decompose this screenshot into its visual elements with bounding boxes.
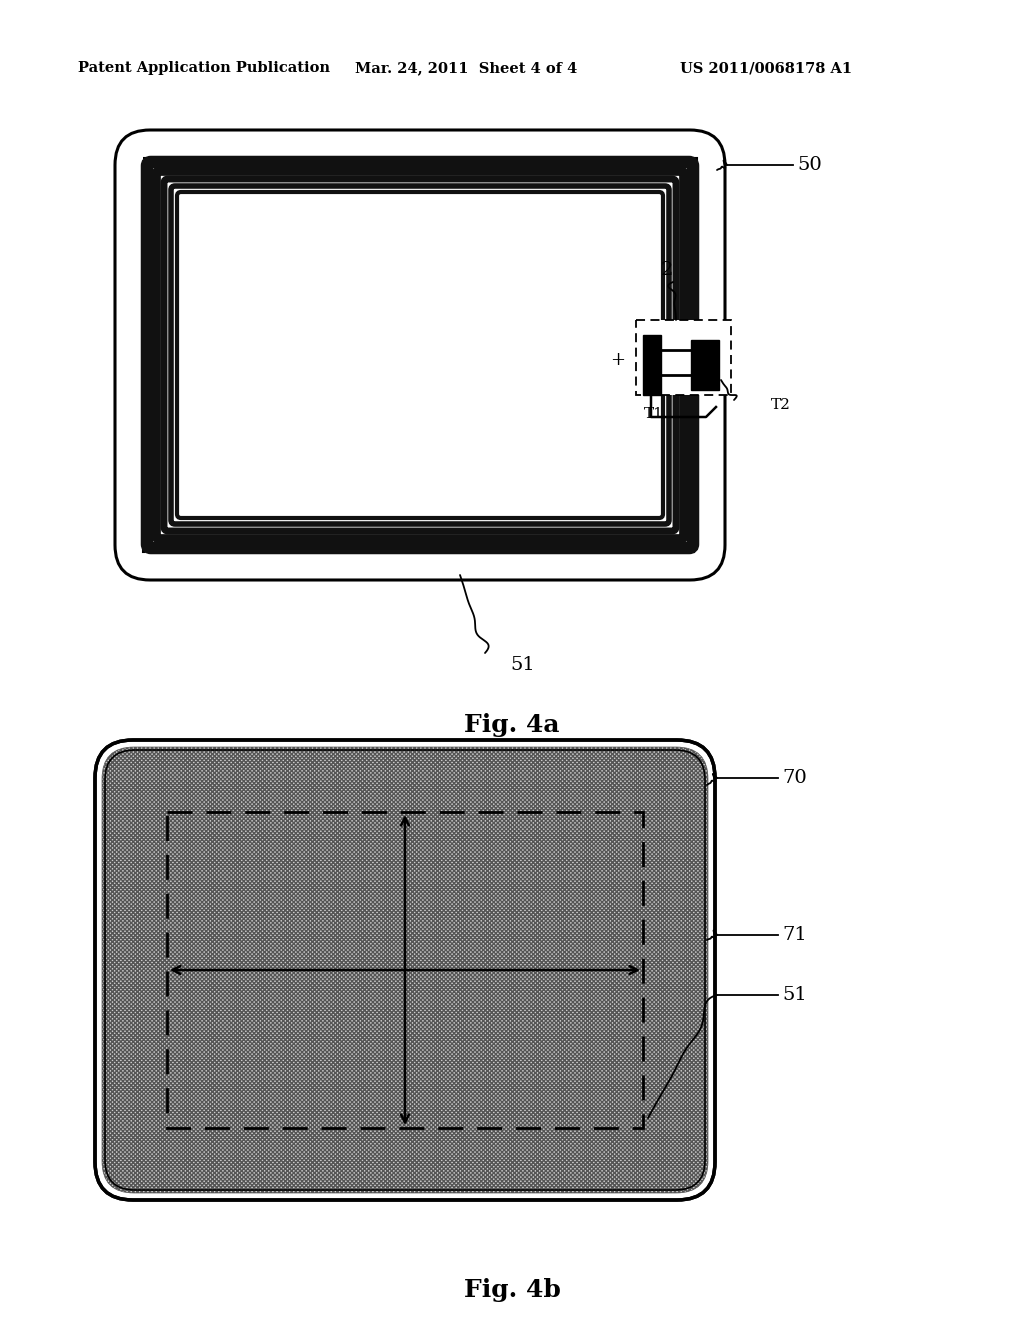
- Text: Fig. 4a: Fig. 4a: [464, 713, 560, 737]
- Bar: [691, 341, 719, 389]
- Bar: [643, 335, 662, 395]
- Text: Patent Application Publication: Patent Application Publication: [78, 61, 330, 75]
- Text: Fig. 4b: Fig. 4b: [464, 1278, 560, 1302]
- Text: US 2011/0068178 A1: US 2011/0068178 A1: [680, 61, 852, 75]
- Text: +: +: [610, 351, 626, 370]
- Text: 70: 70: [782, 770, 807, 787]
- Bar: [143, 158, 697, 552]
- Text: 2: 2: [662, 261, 674, 279]
- Text: 50: 50: [797, 156, 821, 174]
- Text: Mar. 24, 2011  Sheet 4 of 4: Mar. 24, 2011 Sheet 4 of 4: [355, 61, 578, 75]
- Text: 51: 51: [782, 986, 807, 1005]
- Text: T2: T2: [771, 399, 791, 412]
- FancyBboxPatch shape: [95, 741, 715, 1200]
- Bar: [636, 319, 731, 395]
- Text: 51: 51: [510, 656, 535, 675]
- Text: T1: T1: [644, 407, 664, 421]
- FancyBboxPatch shape: [102, 747, 708, 1193]
- FancyBboxPatch shape: [115, 129, 725, 579]
- Text: 71: 71: [782, 927, 807, 944]
- Bar: [167, 812, 643, 1129]
